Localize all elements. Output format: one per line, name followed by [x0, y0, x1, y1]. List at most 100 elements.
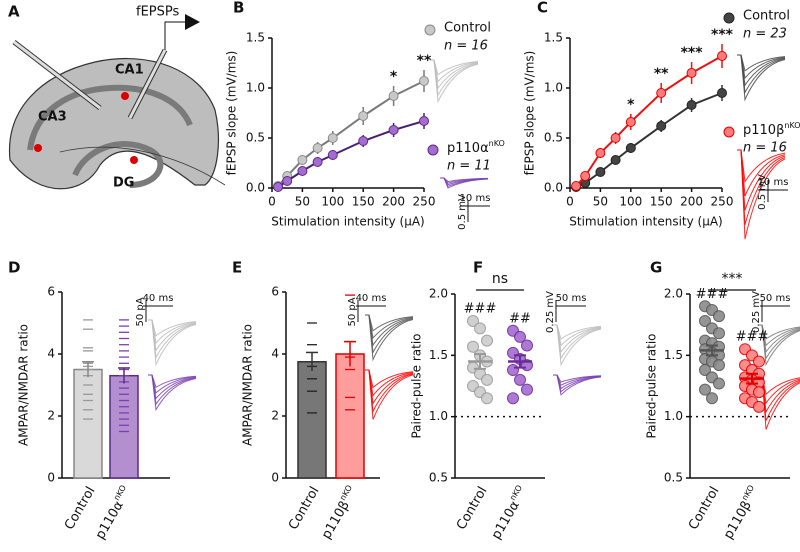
- data-point: [481, 334, 493, 347]
- trace: [148, 319, 197, 337]
- trace: [758, 374, 800, 421]
- legend-n: n = 16: [743, 141, 787, 156]
- y-tick-label: 0.5: [664, 471, 683, 485]
- x-tick-label: Control: [62, 484, 98, 532]
- trace: [553, 324, 602, 347]
- rec-electrode-core: [128, 49, 167, 119]
- diagram-label: CA1: [115, 63, 144, 78]
- data-point: [273, 182, 284, 192]
- data-point: [580, 171, 591, 181]
- data-point: [717, 88, 727, 98]
- y-tick-label: 4: [271, 347, 279, 361]
- significance: ***: [711, 27, 734, 43]
- data-point: [713, 359, 725, 372]
- data-point: [625, 117, 636, 127]
- trace: [758, 324, 800, 347]
- bar: [109, 374, 139, 479]
- trace: [430, 59, 479, 76]
- trace: [758, 374, 800, 414]
- data-point: [474, 322, 486, 335]
- scalebar-time: 10 ms: [758, 177, 789, 188]
- trace: [365, 369, 414, 389]
- scalebar-time: 40 ms: [143, 293, 174, 304]
- x-tick-label: 250: [711, 195, 734, 209]
- trace: [148, 374, 197, 394]
- y-tick-label: 1.0: [246, 81, 265, 95]
- trace: [365, 314, 414, 347]
- y-tick-label: 1.0: [544, 81, 563, 95]
- x-tick-label: 150: [650, 195, 673, 209]
- data-point: [327, 133, 338, 143]
- legend-label-sup: nKO: [489, 139, 505, 148]
- data-point: [507, 364, 519, 377]
- data-point: [753, 355, 765, 368]
- data-point: [467, 340, 479, 353]
- legend-marker: [723, 12, 735, 24]
- significance: **: [654, 66, 669, 82]
- data-point: [656, 121, 667, 131]
- schaffer: [59, 146, 226, 186]
- trace: [365, 369, 414, 414]
- trace: [148, 374, 197, 400]
- data-point: [699, 314, 711, 327]
- x-tick-label: p110βnKO: [719, 483, 763, 541]
- x-tick-label: Control: [286, 484, 322, 532]
- ca-layer: [27, 84, 193, 151]
- data-point: [713, 377, 725, 390]
- x-tick-label-sup: nKO: [508, 483, 524, 502]
- data-point: [514, 330, 526, 343]
- scalebar-amp: 50 pA: [347, 297, 358, 326]
- legend-label-main: p110α: [447, 141, 489, 156]
- neuron: [121, 92, 129, 100]
- trace: [148, 374, 197, 389]
- panel-letter: A: [8, 3, 20, 21]
- x-tick-label: 100: [619, 195, 642, 209]
- data-point: [358, 111, 369, 121]
- x-axis-label: Stimulation intensity (μA): [271, 215, 425, 229]
- trace: [737, 149, 786, 197]
- trace: [365, 369, 414, 406]
- significance: ###: [464, 301, 497, 316]
- data-point: [686, 68, 697, 78]
- trace: [148, 374, 197, 406]
- panel-letter: C: [537, 0, 548, 17]
- significance: ##: [509, 311, 531, 326]
- data-point: [753, 386, 765, 399]
- data-point: [717, 51, 727, 61]
- trace: [148, 319, 197, 367]
- x-tick-label: Control: [454, 484, 490, 532]
- scalebar-amp: 0.5 mV: [757, 174, 768, 210]
- series-line: [277, 120, 425, 188]
- legend-marker: [723, 126, 735, 138]
- data-point: [699, 364, 711, 377]
- x-tick-label-main: p110β: [319, 498, 353, 541]
- y-tick-label: 2: [271, 409, 279, 423]
- legend-label-sup: nKO: [784, 121, 800, 130]
- trace: [758, 374, 800, 405]
- y-axis-label: AMPAR/NMDAR ratio: [241, 324, 255, 446]
- trace: [148, 319, 197, 360]
- data-point: [595, 167, 606, 177]
- x-tick-label-sup: nKO: [338, 483, 354, 502]
- legend-label-main: p110β: [743, 123, 784, 138]
- significance: ***: [681, 45, 704, 61]
- trace: [737, 54, 786, 95]
- scalebar-time: 50 ms: [556, 293, 587, 304]
- y-tick-label: 1.5: [544, 31, 563, 45]
- scalebar-amp: 0.5 mV: [457, 194, 468, 230]
- trace: [365, 314, 414, 362]
- trace: [553, 324, 602, 367]
- panel-letter: D: [8, 259, 20, 277]
- diagram-label: fEPSPs: [136, 5, 179, 20]
- trace: [737, 149, 786, 183]
- y-tick-label: 0.5: [429, 471, 448, 485]
- y-tick-label: 0.0: [246, 181, 265, 195]
- y-tick-label: 6: [47, 285, 55, 299]
- trace: [758, 324, 800, 367]
- x-tick-label: 250: [413, 195, 436, 209]
- x-tick-label-main: p110β: [721, 498, 755, 541]
- x-tick-label-sup: nKO: [112, 483, 128, 502]
- data-point: [521, 339, 533, 352]
- y-tick-label: 2: [47, 409, 55, 423]
